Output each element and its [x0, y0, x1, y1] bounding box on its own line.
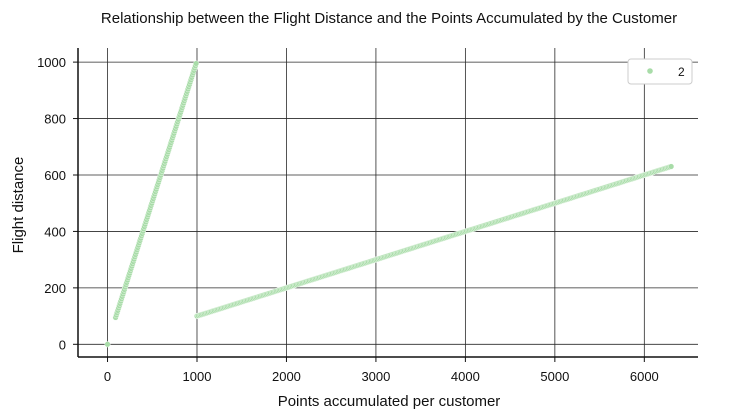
legend-marker: [647, 68, 653, 74]
legend-box: [627, 58, 693, 85]
y-tick-label: 0: [59, 337, 66, 352]
x-tick-label: 5000: [540, 369, 569, 384]
x-tick-label: 2000: [272, 369, 301, 384]
legend-entry: 2: [678, 65, 685, 79]
chart-title: Relationship between the Flight Distance…: [101, 10, 677, 27]
data-point: [668, 163, 675, 170]
legend: 2: [627, 58, 693, 85]
x-tick-label: 6000: [630, 369, 659, 384]
data-point: [193, 60, 200, 67]
data-points: [104, 60, 675, 348]
y-tick-label: 400: [44, 224, 66, 239]
y-tick-label: 200: [44, 281, 66, 296]
y-axis-label: Flight distance: [10, 157, 27, 254]
x-tick-label: 0: [104, 369, 111, 384]
y-tick-label: 600: [44, 168, 66, 183]
x-tick-label: 1000: [183, 369, 212, 384]
y-tick-label: 800: [44, 112, 66, 127]
x-tick-label: 3000: [361, 369, 390, 384]
x-tick-labels: 0 1000 2000 3000 4000 5000 6000: [104, 357, 659, 384]
grid-lines: [78, 48, 698, 357]
x-axis-label: Points accumulated per customer: [278, 393, 501, 410]
axes: [77, 48, 698, 358]
data-point: [104, 341, 111, 348]
y-tick-labels: 0 200 400 600 800 1000: [37, 55, 78, 352]
y-tick-label: 1000: [37, 55, 66, 70]
x-tick-label: 4000: [451, 369, 480, 384]
